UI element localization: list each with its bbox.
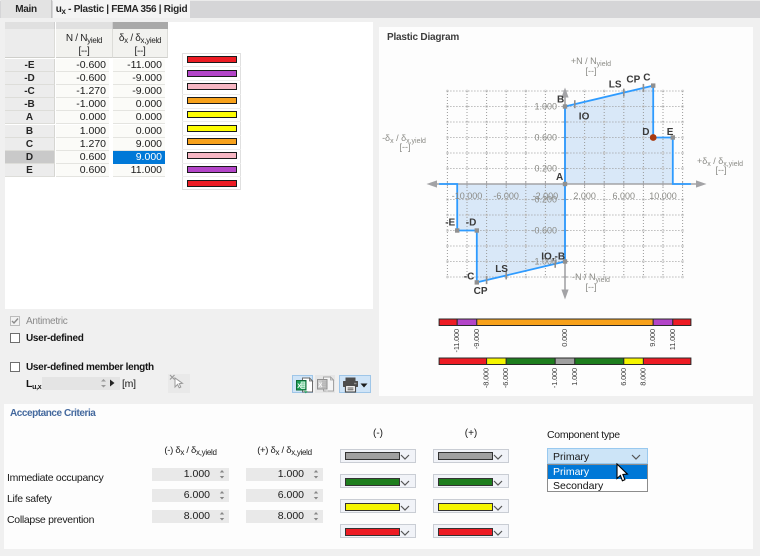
svg-text:8.000: 8.000 [638,368,647,386]
svg-text:1.000: 1.000 [570,368,579,386]
svg-text:-6.000: -6.000 [501,368,510,388]
svg-text:D: D [642,127,649,138]
svg-text:-10.000: -10.000 [452,191,483,201]
svg-text:-1.000: -1.000 [531,257,557,267]
svg-text:-C: -C [464,271,475,282]
svg-text:-0.200: -0.200 [531,195,557,205]
svg-text:-D: -D [466,218,477,229]
svg-text:11.000: 11.000 [668,329,677,350]
svg-text:[--]: [--] [716,165,727,175]
svg-text:2.000: 2.000 [573,191,596,201]
svg-text:0.600: 0.600 [534,133,557,143]
svg-text:X: X [297,383,302,390]
svg-text:1.000: 1.000 [534,102,557,112]
svg-text:10.000: 10.000 [649,191,677,201]
svg-text:LS: LS [495,264,508,275]
svg-text:A: A [556,172,563,183]
svg-text:CP: CP [626,74,640,85]
svg-text:-0.600: -0.600 [531,226,557,236]
svg-text:X: X [318,382,323,389]
svg-text:-2.000: -2.000 [533,191,559,201]
svg-text:0.200: 0.200 [534,164,557,174]
svg-text:C: C [643,73,650,84]
svg-text:[--]: [--] [586,282,597,292]
svg-text:B: B [557,95,564,106]
svg-text:IO,-B: IO,-B [541,252,565,263]
svg-text:6.000: 6.000 [619,368,628,386]
svg-text:CP: CP [474,286,488,297]
svg-text:-6.000: -6.000 [493,191,519,201]
svg-text:[--]: [--] [400,142,411,152]
svg-text:-11.000: -11.000 [452,329,461,353]
svg-text:-E: -E [445,218,455,229]
svg-text:6.000: 6.000 [613,191,636,201]
svg-text:-8.000: -8.000 [482,368,491,388]
svg-text:LS: LS [609,80,622,91]
svg-text:0.000: 0.000 [560,329,569,347]
svg-text:9.000: 9.000 [648,329,657,347]
svg-text:Plastic Diagram: Plastic Diagram [387,32,459,43]
svg-text:[--]: [--] [586,66,597,76]
svg-text:IO: IO [579,112,590,123]
svg-text:E: E [667,127,674,138]
svg-text:-9.000: -9.000 [472,329,481,349]
svg-text:-1.000: -1.000 [550,368,559,388]
